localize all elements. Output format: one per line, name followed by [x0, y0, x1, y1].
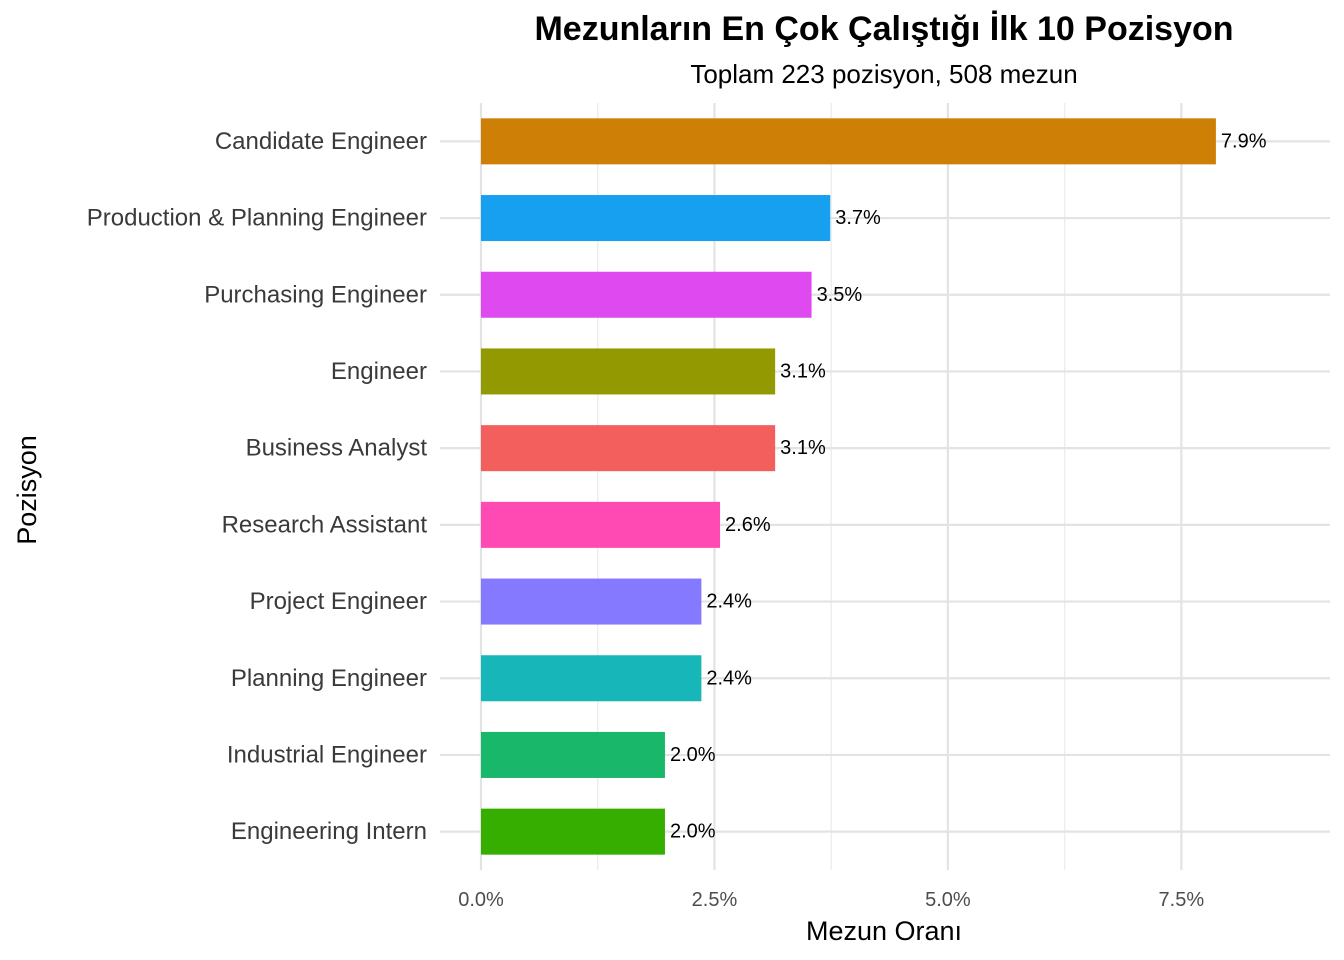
y-tick-label: Production & Planning Engineer — [87, 205, 427, 232]
data-label: 2.0% — [670, 744, 716, 766]
y-axis-title: Pozisyon — [12, 435, 42, 545]
y-tick-label: Business Analyst — [246, 435, 428, 462]
data-label: 2.0% — [670, 821, 716, 843]
y-tick-label: Planning Engineer — [231, 665, 427, 692]
bar — [481, 348, 776, 395]
bar — [481, 808, 665, 855]
data-label: 3.5% — [817, 284, 863, 306]
data-label: 3.1% — [780, 437, 826, 459]
bar — [481, 731, 665, 778]
chart-title: Mezunların En Çok Çalıştığı İlk 10 Pozis… — [534, 10, 1233, 48]
y-tick-label: Engineer — [331, 358, 427, 385]
bar — [481, 578, 702, 625]
x-tick-label: 7.5% — [1159, 889, 1205, 911]
bar — [481, 195, 831, 242]
x-tick-label: 2.5% — [692, 889, 738, 911]
y-tick-label: Industrial Engineer — [227, 741, 427, 768]
y-tick-label: Research Assistant — [222, 511, 428, 538]
x-tick-label: 0.0% — [458, 889, 504, 911]
data-label: 2.4% — [706, 667, 752, 689]
x-tick-label: 5.0% — [925, 889, 971, 911]
y-tick-label: Candidate Engineer — [215, 128, 427, 155]
y-tick-label: Project Engineer — [250, 588, 427, 615]
bar — [481, 118, 1216, 165]
chart-subtitle: Toplam 223 pozisyon, 508 mezun — [690, 59, 1077, 89]
bar — [481, 655, 702, 702]
bars — [481, 118, 1216, 855]
data-labels: 7.9% 3.7% 3.5% 3.1% 3.1% 2.6% 2.4% 2.4% 2.0% 2.0% — [670, 130, 1267, 842]
bar — [481, 501, 721, 548]
x-axis-title: Mezun Oranı — [806, 916, 962, 946]
data-label: 3.1% — [780, 360, 826, 382]
x-tick-labels: 0.0% 2.5% 5.0% 7.5% — [458, 889, 1204, 911]
y-tick-labels: Candidate Engineer Production & Planning … — [87, 128, 428, 845]
data-label: 7.9% — [1221, 130, 1267, 152]
data-label: 2.6% — [725, 514, 771, 536]
bar — [481, 425, 776, 472]
y-tick-label: Engineering Intern — [231, 818, 427, 845]
data-label: 2.4% — [706, 591, 752, 613]
data-label: 3.7% — [835, 207, 881, 229]
y-tick-label: Purchasing Engineer — [204, 281, 427, 308]
bar — [481, 271, 812, 318]
